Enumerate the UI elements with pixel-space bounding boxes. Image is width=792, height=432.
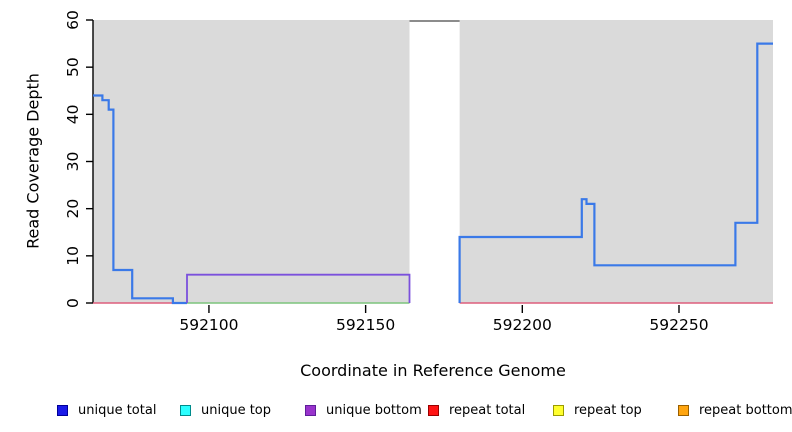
x-axis-title: Coordinate in Reference Genome bbox=[300, 361, 566, 380]
chart-series-layer bbox=[93, 42, 773, 305]
masked-region bbox=[409, 20, 460, 303]
legend-item-unique-total: unique total bbox=[57, 399, 156, 421]
y-axis-tick-label: 20 bbox=[64, 199, 82, 219]
chart-legend: unique total unique top unique bottom repea… bbox=[0, 399, 792, 425]
y-axis-tick-label: 0 bbox=[64, 298, 82, 308]
series-line-unique-total bbox=[458, 42, 773, 303]
series-line-unique-total bbox=[93, 94, 187, 305]
legend-item-repeat-total: repeat total bbox=[428, 399, 525, 421]
legend-swatch-repeat-bottom bbox=[678, 404, 689, 416]
legend-item-repeat-top: repeat top bbox=[553, 399, 642, 421]
legend-label-unique-total: unique total bbox=[78, 402, 157, 418]
x-axis-tick-label: 592250 bbox=[649, 316, 708, 334]
legend-label-repeat-bottom: repeat bottom bbox=[699, 402, 792, 418]
legend-swatch-unique-total bbox=[57, 404, 68, 416]
y-axis-tick-label: 50 bbox=[64, 57, 82, 77]
y-axis-title: Read Coverage Depth bbox=[24, 73, 43, 249]
legend-item-unique-bottom: unique bottom bbox=[305, 399, 422, 421]
y-axis-tick-label: 10 bbox=[64, 246, 82, 266]
legend-item-unique-top: unique top bbox=[180, 399, 271, 421]
legend-swatch-unique-top bbox=[180, 404, 191, 416]
x-axis-tick-label: 592150 bbox=[336, 316, 395, 334]
legend-item-repeat-bottom: repeat bottom bbox=[678, 399, 792, 421]
y-axis-tick-label: 40 bbox=[64, 104, 82, 124]
y-axis-tick-label: 60 bbox=[64, 10, 82, 30]
legend-label-unique-top: unique top bbox=[201, 402, 272, 418]
legend-swatch-repeat-total bbox=[428, 404, 439, 416]
series-line-unique-bottom bbox=[186, 273, 411, 303]
legend-label-repeat-top: repeat top bbox=[574, 402, 642, 418]
x-axis-tick-label: 592100 bbox=[179, 316, 238, 334]
chart-background-layer bbox=[93, 20, 773, 303]
legend-swatch-repeat-top bbox=[553, 404, 564, 416]
y-axis-tick-label: 30 bbox=[64, 152, 82, 172]
chart-axes-layer: 0 10 20 30 40 50 60 592100 592150 592200 592250 bbox=[64, 10, 709, 334]
legend-label-unique-bottom: unique bottom bbox=[326, 402, 422, 418]
x-axis-tick-label: 592200 bbox=[493, 316, 552, 334]
legend-swatch-unique-bottom bbox=[305, 404, 316, 416]
legend-label-repeat-total: repeat total bbox=[449, 402, 526, 418]
